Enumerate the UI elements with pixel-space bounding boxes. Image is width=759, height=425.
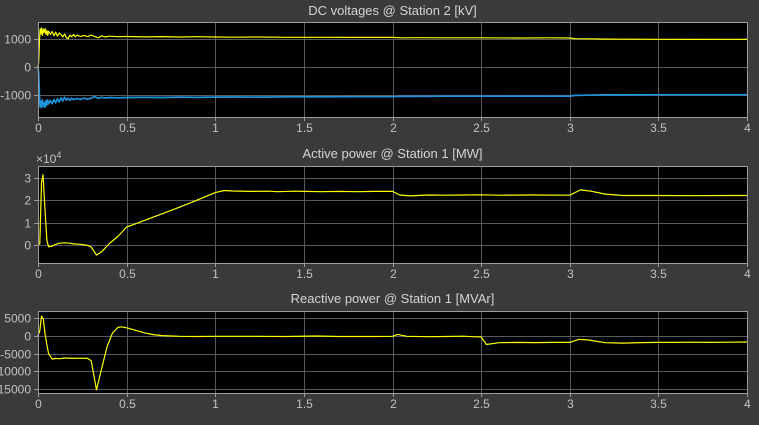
x-tick-label: 3.5 <box>650 397 667 411</box>
y-tick-label: 2 <box>24 194 31 208</box>
x-tick-label: 3 <box>567 397 574 411</box>
y-tick-label: 0 <box>24 239 31 253</box>
x-tick-label: 3.5 <box>650 121 667 135</box>
x-tick-label: 2 <box>390 397 397 411</box>
y-tick-label: -5000 <box>0 348 31 362</box>
x-tick-label: 0 <box>35 121 42 135</box>
plot1-title: DC voltages @ Station 2 [kV] <box>308 3 477 18</box>
exponent-base: ×10 <box>36 152 57 166</box>
trace-negative-pole-voltage <box>37 66 747 109</box>
x-tick-label: 3 <box>567 267 574 281</box>
y-tick-label: 1 <box>24 217 31 231</box>
x-tick-label: 0 <box>35 267 42 281</box>
x-tick-label: 2.5 <box>473 267 490 281</box>
trace-active-power <box>37 174 747 256</box>
x-tick-label: 1 <box>212 397 219 411</box>
y-tick-label: 3 <box>24 172 31 186</box>
plot-area <box>38 22 747 117</box>
trace-positive-pole-voltage <box>37 27 748 68</box>
trace-reactive-power <box>37 315 748 391</box>
x-tick-label: 1 <box>212 121 219 135</box>
x-tick-label: 0 <box>35 397 42 411</box>
y-tick-label: 0 <box>24 330 31 344</box>
y-tick-label: 0 <box>24 61 31 75</box>
x-tick-label: 4 <box>744 397 751 411</box>
x-tick-label: 1 <box>212 267 219 281</box>
y-axis-exponent-label: ×104 <box>36 149 61 165</box>
y-tick-label: 1000 <box>4 33 31 47</box>
exponent-power: 4 <box>56 150 62 160</box>
x-tick-label: 2.5 <box>473 397 490 411</box>
x-tick-label: 3 <box>567 121 574 135</box>
y-tick-label: -10000 <box>0 365 31 379</box>
plot-area <box>38 311 747 393</box>
x-tick-label: 3.5 <box>650 267 667 281</box>
x-tick-label: 4 <box>744 121 751 135</box>
y-tick-label: 5000 <box>4 312 31 326</box>
x-tick-label: 0.5 <box>119 397 136 411</box>
x-tick-label: 2 <box>390 267 397 281</box>
x-tick-label: 0.5 <box>119 267 136 281</box>
x-tick-label: 1.5 <box>296 267 313 281</box>
plot-area <box>38 166 747 263</box>
plot3-title: Reactive power @ Station 1 [MVAr] <box>290 291 495 306</box>
x-tick-label: 2 <box>390 121 397 135</box>
x-tick-label: 1.5 <box>296 121 313 135</box>
x-tick-label: 2.5 <box>473 121 490 135</box>
y-tick-label: -1000 <box>0 89 31 103</box>
plot2-title: Active power @ Station 1 [MW] <box>302 146 483 161</box>
y-tick-label: -15000 <box>0 383 31 397</box>
x-tick-label: 0.5 <box>119 121 136 135</box>
x-tick-label: 1.5 <box>296 397 313 411</box>
x-tick-label: 4 <box>744 267 751 281</box>
